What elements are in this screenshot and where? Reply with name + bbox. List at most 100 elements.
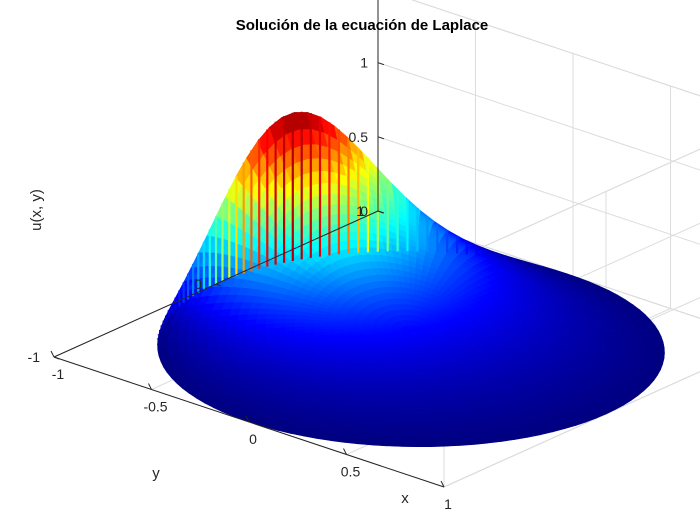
surface-patch bbox=[413, 386, 422, 392]
surface-patch bbox=[332, 328, 344, 332]
surface-patch bbox=[404, 399, 415, 405]
surface-patch bbox=[554, 333, 567, 339]
surface-patch bbox=[403, 416, 416, 422]
surface-patch bbox=[414, 416, 427, 422]
surface-patch bbox=[427, 429, 442, 435]
surface-patch bbox=[401, 437, 417, 443]
surface-patch bbox=[644, 351, 656, 359]
surface-patch bbox=[426, 425, 441, 431]
surface-patch bbox=[265, 313, 278, 320]
surface-patch bbox=[653, 341, 665, 348]
surface-patch bbox=[412, 381, 421, 388]
y-tick-mark bbox=[215, 283, 222, 287]
surface-patch bbox=[412, 299, 417, 306]
z-tick-label: 0 bbox=[360, 203, 368, 219]
surface-patch bbox=[402, 433, 417, 439]
surface-patch bbox=[403, 412, 416, 418]
chart-title: Solución de la ecuación de Laplace bbox=[236, 17, 489, 34]
surface-patch bbox=[643, 340, 655, 348]
surface-patch bbox=[411, 358, 417, 365]
surface-patch bbox=[403, 420, 416, 427]
surface-patch bbox=[402, 425, 416, 431]
axis-layer bbox=[50, 0, 445, 488]
surface-patch bbox=[654, 346, 665, 354]
surface-patch bbox=[406, 377, 414, 383]
surface-patch bbox=[402, 429, 417, 435]
surface-patch bbox=[406, 386, 414, 392]
x-tick-mark bbox=[343, 448, 347, 455]
surface-patch bbox=[409, 298, 414, 306]
surface-patch bbox=[398, 385, 408, 392]
x-tick-label: 1 bbox=[444, 496, 452, 512]
surface-patch bbox=[614, 339, 626, 346]
surface-patch bbox=[401, 441, 417, 448]
surface-patch bbox=[422, 399, 433, 405]
y-tick-label: 1 bbox=[356, 203, 364, 219]
x-tick-mark bbox=[440, 480, 445, 488]
surface-patch bbox=[412, 363, 418, 369]
surface-patch bbox=[412, 368, 419, 374]
surface-patch bbox=[574, 334, 586, 340]
surface-patch bbox=[246, 313, 258, 321]
y-tick-label: -1 bbox=[28, 349, 41, 365]
x-tick-mark bbox=[245, 415, 250, 423]
surface-patch bbox=[633, 340, 646, 347]
surface-patch bbox=[284, 318, 296, 324]
surface-patch bbox=[264, 322, 276, 329]
surface-patch bbox=[515, 329, 527, 334]
surface-patch bbox=[414, 421, 428, 427]
surface-patch bbox=[390, 424, 404, 431]
surface-patch bbox=[564, 333, 577, 339]
surface-patch bbox=[283, 322, 295, 328]
surface-patch bbox=[422, 403, 434, 409]
surface-patch bbox=[604, 339, 616, 346]
surface-patch bbox=[407, 372, 414, 378]
surface-patch bbox=[397, 390, 407, 396]
z-axis-label: u(x, y) bbox=[28, 189, 45, 231]
surface-patch bbox=[405, 390, 415, 396]
surface-patch bbox=[303, 325, 314, 331]
surface-layer bbox=[156, 111, 665, 448]
x-tick-mark bbox=[148, 383, 152, 390]
surface-patch bbox=[264, 318, 276, 325]
tick-layer: 00.511.5-101-1-0.500.51 bbox=[28, 55, 453, 512]
x-tick-label: -1 bbox=[52, 366, 65, 382]
surface-patch bbox=[235, 319, 247, 327]
surface-patch bbox=[435, 416, 449, 422]
surface-patch bbox=[412, 377, 420, 383]
surface-patch bbox=[404, 408, 415, 414]
surface-patch bbox=[623, 340, 636, 347]
surface-patch bbox=[424, 412, 437, 418]
y-tick-mark bbox=[53, 356, 60, 360]
surface-patch bbox=[428, 437, 445, 443]
surface-patch bbox=[644, 346, 656, 353]
surface-patch bbox=[274, 322, 285, 329]
surface-patch bbox=[425, 416, 438, 422]
surface-patch bbox=[414, 408, 426, 414]
surface-patch bbox=[407, 367, 414, 374]
surface-patch bbox=[395, 403, 406, 409]
surface-patch bbox=[254, 318, 267, 325]
surface-patch bbox=[245, 318, 257, 326]
surface-patch bbox=[423, 408, 436, 414]
surface-patch bbox=[414, 425, 429, 431]
surface-patch bbox=[407, 363, 413, 369]
x-tick-label: -0.5 bbox=[143, 399, 167, 415]
surface-patch bbox=[413, 399, 424, 405]
surface-patch bbox=[414, 412, 426, 418]
surface-patch bbox=[415, 433, 430, 439]
surface-patch bbox=[405, 394, 415, 401]
surface-patch bbox=[594, 338, 607, 345]
surface-patch bbox=[394, 407, 406, 414]
surface-patch bbox=[415, 442, 432, 448]
x-tick-mark bbox=[50, 350, 55, 358]
y-tick-label: 0 bbox=[194, 276, 202, 292]
surface-patch bbox=[393, 411, 405, 418]
z-tick-mark bbox=[377, 62, 385, 66]
x-tick-label: 0 bbox=[249, 431, 257, 447]
surface-patch bbox=[651, 335, 664, 343]
surface-patch bbox=[283, 326, 295, 332]
surface-patch bbox=[396, 394, 407, 401]
surface-patch bbox=[411, 354, 416, 360]
